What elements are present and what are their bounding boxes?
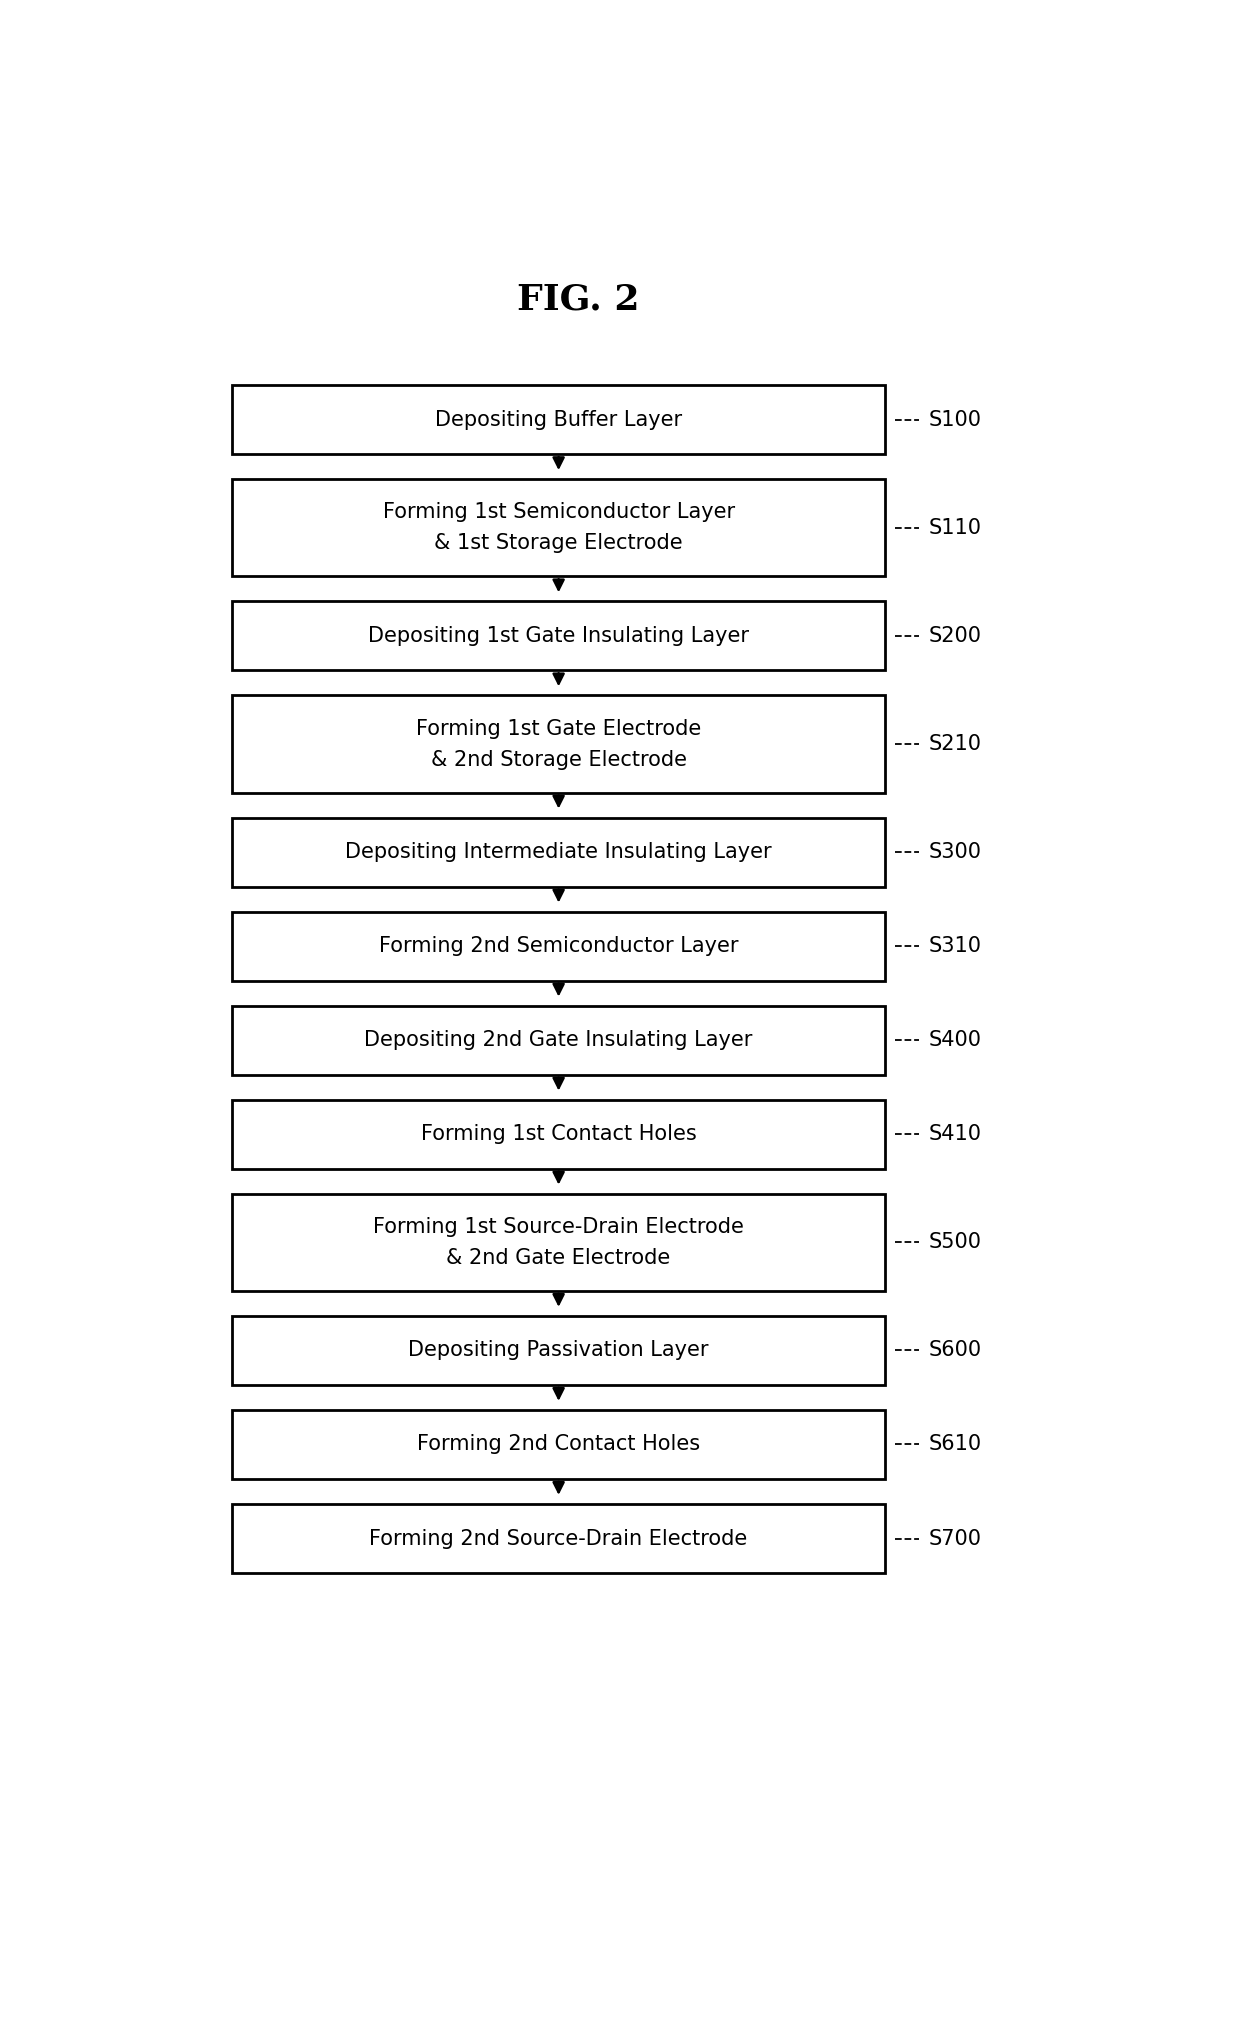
Bar	[232, 1195, 885, 1290]
Bar	[232, 1317, 885, 1386]
Bar	[232, 696, 885, 792]
Text: S100: S100	[929, 409, 982, 429]
Text: Depositing 2nd Gate Insulating Layer: Depositing 2nd Gate Insulating Layer	[365, 1030, 753, 1050]
Text: Forming 2nd Contact Holes: Forming 2nd Contact Holes	[417, 1435, 701, 1455]
Text: & 1st Storage Electrode: & 1st Storage Electrode	[434, 533, 683, 554]
Text: FIG. 2: FIG. 2	[517, 283, 639, 315]
Bar	[232, 478, 885, 576]
Text: & 2nd Storage Electrode: & 2nd Storage Electrode	[430, 749, 687, 769]
Bar	[232, 912, 885, 981]
Bar	[232, 602, 885, 670]
Text: S310: S310	[929, 936, 982, 956]
Text: S700: S700	[929, 1528, 982, 1549]
Text: Depositing Passivation Layer: Depositing Passivation Layer	[408, 1341, 709, 1361]
Text: Forming 1st Contact Holes: Forming 1st Contact Holes	[420, 1123, 697, 1144]
Text: Forming 2nd Semiconductor Layer: Forming 2nd Semiconductor Layer	[379, 936, 738, 956]
Text: & 2nd Gate Electrode: & 2nd Gate Electrode	[446, 1247, 671, 1268]
Text: Forming 1st Source-Drain Electrode: Forming 1st Source-Drain Electrode	[373, 1217, 744, 1237]
Text: Depositing Buffer Layer: Depositing Buffer Layer	[435, 409, 682, 429]
Text: S110: S110	[929, 517, 982, 537]
Text: Depositing Intermediate Insulating Layer: Depositing Intermediate Insulating Layer	[345, 842, 773, 863]
Text: S500: S500	[929, 1233, 982, 1252]
Bar	[232, 1504, 885, 1573]
Bar	[232, 1005, 885, 1074]
Text: S210: S210	[929, 735, 982, 755]
Text: S410: S410	[929, 1123, 982, 1144]
Text: S600: S600	[929, 1341, 982, 1361]
Bar	[232, 1099, 885, 1168]
Bar	[232, 818, 885, 887]
Text: S610: S610	[929, 1435, 982, 1455]
Text: Depositing 1st Gate Insulating Layer: Depositing 1st Gate Insulating Layer	[368, 627, 749, 645]
Text: S300: S300	[929, 842, 982, 863]
Text: S400: S400	[929, 1030, 982, 1050]
Text: Forming 1st Gate Electrode: Forming 1st Gate Electrode	[415, 718, 702, 739]
Text: Forming 1st Semiconductor Layer: Forming 1st Semiconductor Layer	[383, 503, 734, 523]
Text: S200: S200	[929, 627, 982, 645]
Text: Forming 2nd Source-Drain Electrode: Forming 2nd Source-Drain Electrode	[370, 1528, 748, 1549]
Bar	[232, 385, 885, 454]
Bar	[232, 1410, 885, 1479]
